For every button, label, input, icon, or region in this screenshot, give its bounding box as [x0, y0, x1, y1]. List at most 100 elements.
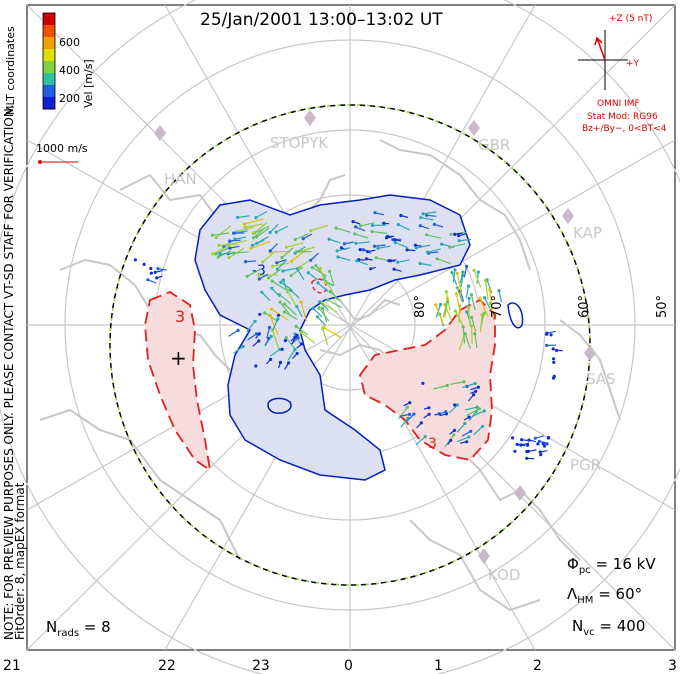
positive-potential-cell-right — [359, 298, 496, 461]
vector-line — [463, 266, 468, 278]
colorbar-segment — [43, 97, 55, 110]
vector-line — [454, 232, 463, 235]
vector-line — [422, 211, 437, 215]
vector-origin — [149, 271, 153, 275]
vector-line — [354, 233, 369, 239]
vector-line — [284, 362, 290, 370]
vector-line — [215, 246, 231, 255]
vector-origin — [393, 238, 397, 242]
vector-line — [479, 298, 489, 317]
vector-line — [468, 411, 477, 422]
vector-line — [296, 343, 302, 349]
vector-line — [275, 225, 289, 233]
vector-origin — [280, 347, 284, 351]
vector-origin — [133, 258, 137, 262]
mlt-label-0: 0 — [344, 658, 353, 674]
vector-line — [435, 411, 446, 416]
vector-line — [466, 408, 480, 417]
vector-line — [276, 259, 287, 264]
imf-source: OMNI IMF — [597, 99, 640, 109]
station-markers — [154, 110, 596, 564]
potential-max-marker: + — [170, 346, 187, 370]
vector-line — [272, 318, 279, 331]
colorbar-segment — [43, 85, 55, 98]
vector-line — [400, 214, 409, 219]
vector-line — [329, 291, 342, 303]
vector-origin — [546, 436, 550, 440]
vector-line — [296, 268, 305, 281]
vector-line — [244, 218, 264, 225]
imf-z-label: +Z (5 nT) — [609, 14, 652, 24]
vector-line — [266, 327, 271, 339]
colorbar-frame — [42, 12, 56, 110]
vector-origin — [283, 339, 287, 343]
vector-line — [472, 410, 485, 417]
stat-nrads: Nrads = 8 — [46, 618, 111, 639]
vector-line — [520, 442, 530, 446]
vector-line — [356, 260, 368, 266]
vector-line — [276, 259, 288, 270]
colorbar-segment — [43, 49, 55, 62]
plot-frame — [26, 4, 676, 651]
mlt-label-22: 22 — [158, 658, 176, 674]
colorbar-segment — [43, 61, 55, 74]
vector-line — [157, 268, 167, 271]
vector-line — [284, 311, 298, 321]
vector-line — [269, 243, 279, 252]
vector-line — [234, 236, 247, 240]
vector-line — [310, 224, 328, 232]
vector-line — [312, 267, 327, 277]
vector-line — [259, 273, 269, 280]
vector-origin — [551, 347, 555, 351]
vector-line — [432, 384, 448, 390]
ref-vector-dot — [38, 160, 42, 164]
vector-line — [270, 348, 281, 357]
vector-origin — [542, 444, 547, 448]
vector-line — [360, 222, 375, 227]
vector-line — [366, 258, 373, 261]
vector-line — [258, 274, 278, 276]
vector-line — [449, 429, 455, 435]
vector-line — [528, 439, 537, 443]
vector-line — [272, 262, 290, 267]
vector-line — [459, 238, 472, 242]
vector-line — [212, 244, 231, 255]
vector-line — [420, 217, 434, 221]
vector-line — [355, 226, 366, 232]
vector-line — [233, 251, 250, 254]
vector-line — [294, 233, 309, 241]
vector-line — [237, 215, 250, 218]
vector-line — [470, 294, 476, 311]
vector-line — [489, 303, 495, 321]
vector-line — [328, 238, 341, 244]
imf-y-label: +Y — [626, 59, 640, 69]
vector-line — [473, 270, 482, 288]
vector-line — [254, 225, 270, 234]
mlt-label-21: 21 — [3, 658, 21, 674]
vector-line — [319, 268, 327, 285]
vector-line — [355, 241, 370, 244]
vector-line — [416, 244, 431, 249]
vector-line — [250, 240, 271, 250]
colorbar-segment — [43, 73, 55, 86]
vector-line — [461, 430, 471, 437]
vector-line — [271, 329, 280, 349]
vector-line — [468, 307, 471, 327]
vector-line — [229, 239, 241, 242]
vector-line — [269, 223, 279, 233]
station-label-kap: KAP — [573, 224, 602, 242]
vector-origin — [541, 442, 545, 446]
vector-line — [335, 227, 351, 233]
mlt-label-2: 2 — [533, 658, 542, 674]
colorbar-segment — [43, 13, 55, 26]
vector-line — [237, 226, 255, 233]
vector-line — [269, 314, 279, 336]
vector-origin — [228, 239, 232, 243]
vector-line — [447, 440, 452, 445]
stat-nvc: Nvc = 400 — [572, 617, 645, 638]
vector-line — [246, 320, 256, 333]
vector-line — [321, 302, 338, 313]
vector-line — [252, 239, 265, 246]
vector-line — [287, 349, 296, 361]
